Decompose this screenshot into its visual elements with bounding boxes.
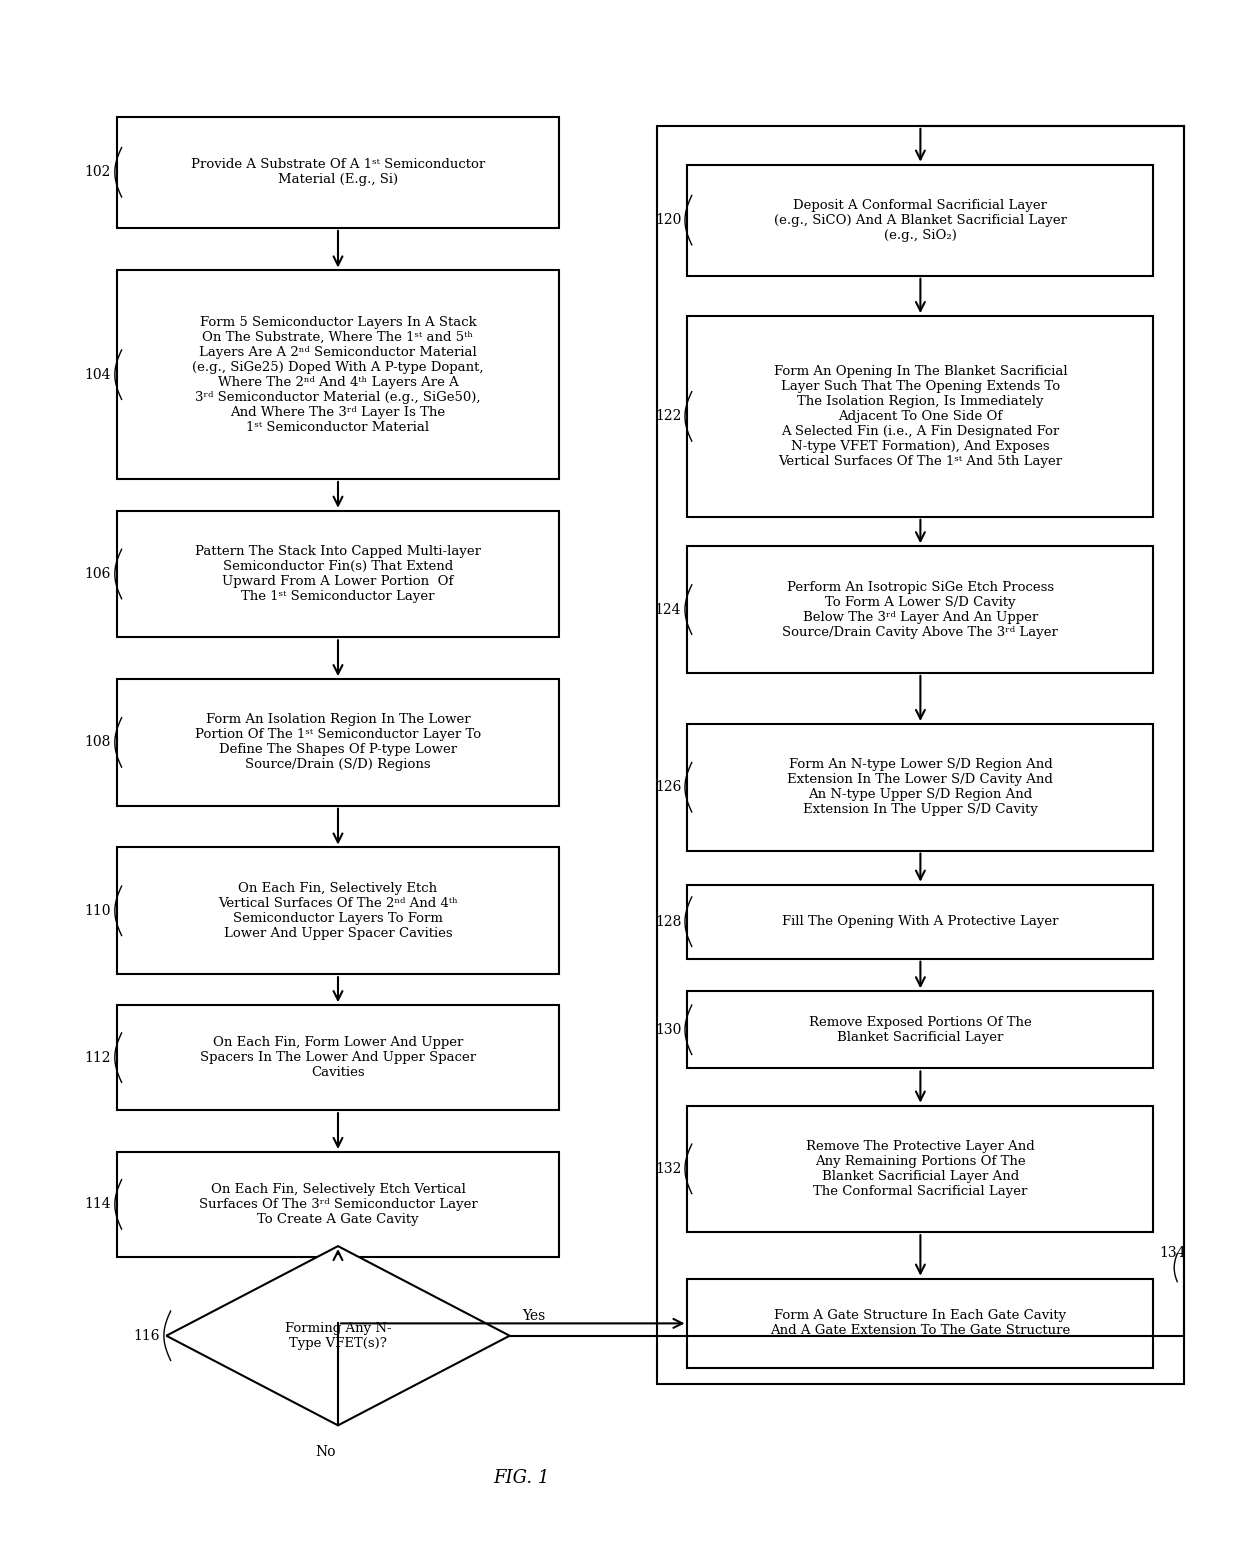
Bar <box>687 1105 1153 1232</box>
Text: 114: 114 <box>84 1197 112 1211</box>
Bar <box>687 884 1153 959</box>
Bar <box>657 126 1184 1384</box>
Text: Remove Exposed Portions Of The
Blanket Sacrificial Layer: Remove Exposed Portions Of The Blanket S… <box>808 1016 1032 1045</box>
Text: 120: 120 <box>655 214 681 228</box>
Text: 122: 122 <box>655 410 681 424</box>
Text: Provide A Substrate Of A 1ˢᵗ Semiconductor
Material (E.g., Si): Provide A Substrate Of A 1ˢᵗ Semiconduct… <box>191 159 485 186</box>
Bar <box>118 680 559 806</box>
Bar <box>687 723 1153 851</box>
Text: Form An N-type Lower S/D Region And
Extension In The Lower S/D Cavity And
An N-t: Form An N-type Lower S/D Region And Exte… <box>787 758 1053 817</box>
Text: Forming Any N-
Type VFET(s)?: Forming Any N- Type VFET(s)? <box>285 1322 392 1350</box>
Text: 132: 132 <box>655 1161 681 1175</box>
Bar <box>118 1006 559 1110</box>
Text: 104: 104 <box>84 368 112 382</box>
Text: 110: 110 <box>84 904 112 918</box>
Text: FIG. 1: FIG. 1 <box>494 1469 551 1487</box>
Text: Form An Isolation Region In The Lower
Portion Of The 1ˢᵗ Semiconductor Layer To
: Form An Isolation Region In The Lower Po… <box>195 714 481 772</box>
Polygon shape <box>166 1246 510 1425</box>
Bar <box>687 1278 1153 1369</box>
Bar <box>687 546 1153 673</box>
Text: Form An Opening In The Blanket Sacrificial
Layer Such That The Opening Extends T: Form An Opening In The Blanket Sacrifici… <box>774 365 1068 468</box>
Bar <box>687 316 1153 518</box>
Bar <box>118 848 559 974</box>
Text: 116: 116 <box>134 1328 160 1342</box>
Text: No: No <box>315 1445 336 1459</box>
Text: 112: 112 <box>84 1051 112 1065</box>
Text: Form A Gate Structure In Each Gate Cavity
And A Gate Extension To The Gate Struc: Form A Gate Structure In Each Gate Cavit… <box>770 1310 1070 1338</box>
Text: Perform An Isotropic SiGe Etch Process
To Form A Lower S/D Cavity
Below The 3ʳᵈ : Perform An Isotropic SiGe Etch Process T… <box>782 580 1058 639</box>
Text: 128: 128 <box>655 915 681 929</box>
Text: 126: 126 <box>655 780 681 794</box>
Text: On Each Fin, Form Lower And Upper
Spacers In The Lower And Upper Spacer
Cavities: On Each Fin, Form Lower And Upper Spacer… <box>200 1037 476 1079</box>
Text: Yes: Yes <box>522 1310 546 1324</box>
Text: On Each Fin, Selectively Etch
Vertical Surfaces Of The 2ⁿᵈ And 4ᵗʰ
Semiconductor: On Each Fin, Selectively Etch Vertical S… <box>218 882 458 940</box>
Text: 102: 102 <box>84 165 112 179</box>
Bar <box>687 165 1153 276</box>
Bar <box>118 511 559 638</box>
Text: Remove The Protective Layer And
Any Remaining Portions Of The
Blanket Sacrificia: Remove The Protective Layer And Any Rema… <box>806 1140 1034 1197</box>
Text: 106: 106 <box>84 567 112 582</box>
Text: 108: 108 <box>84 736 112 750</box>
Text: 124: 124 <box>655 602 681 616</box>
Text: Deposit A Conformal Sacrificial Layer
(e.g., SiCO) And A Blanket Sacrificial Lay: Deposit A Conformal Sacrificial Layer (e… <box>774 198 1066 242</box>
Bar <box>118 270 559 479</box>
Bar <box>118 117 559 228</box>
Text: 134: 134 <box>1159 1246 1185 1260</box>
Text: On Each Fin, Selectively Etch Vertical
Surfaces Of The 3ʳᵈ Semiconductor Layer
T: On Each Fin, Selectively Etch Vertical S… <box>198 1183 477 1225</box>
Text: Fill The Opening With A Protective Layer: Fill The Opening With A Protective Layer <box>782 915 1059 928</box>
Text: 130: 130 <box>655 1023 681 1037</box>
Bar <box>118 1152 559 1257</box>
Text: Form 5 Semiconductor Layers In A Stack
On The Substrate, Where The 1ˢᵗ and 5ᵗʰ
L: Form 5 Semiconductor Layers In A Stack O… <box>192 315 484 433</box>
Bar <box>687 992 1153 1068</box>
Text: Pattern The Stack Into Capped Multi-layer
Semiconductor Fin(s) That Extend
Upwar: Pattern The Stack Into Capped Multi-laye… <box>195 546 481 603</box>
